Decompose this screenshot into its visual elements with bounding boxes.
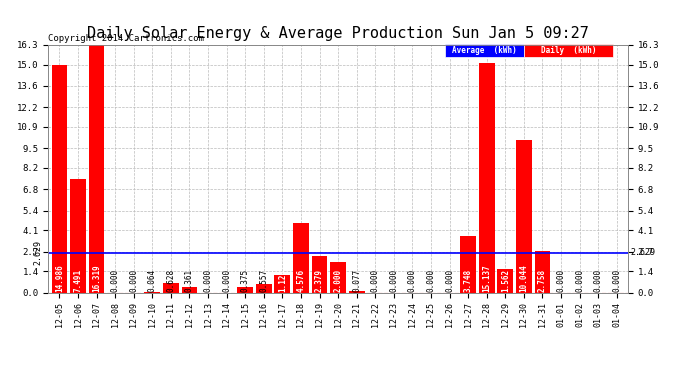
Text: 0.000: 0.000 bbox=[204, 269, 213, 292]
Text: 4.576: 4.576 bbox=[297, 268, 306, 292]
Text: 0.000: 0.000 bbox=[445, 269, 454, 292]
Bar bbox=[331, 262, 346, 292]
Bar bbox=[497, 269, 513, 292]
Bar bbox=[256, 284, 272, 292]
Bar bbox=[312, 256, 328, 292]
Text: 0.000: 0.000 bbox=[110, 269, 119, 292]
Bar bbox=[52, 65, 68, 292]
Text: 2.629: 2.629 bbox=[631, 248, 655, 257]
Bar bbox=[535, 251, 551, 292]
FancyBboxPatch shape bbox=[445, 44, 524, 57]
Text: Daily  (kWh): Daily (kWh) bbox=[541, 46, 596, 55]
Text: 0.361: 0.361 bbox=[185, 269, 194, 292]
Text: 1.128: 1.128 bbox=[278, 268, 287, 292]
Title: Daily Solar Energy & Average Production Sun Jan 5 09:27: Daily Solar Energy & Average Production … bbox=[87, 26, 589, 41]
Bar bbox=[275, 275, 290, 292]
Text: 0.000: 0.000 bbox=[371, 269, 380, 292]
Text: 0.557: 0.557 bbox=[259, 269, 268, 292]
Text: 0.000: 0.000 bbox=[389, 269, 398, 292]
FancyBboxPatch shape bbox=[524, 44, 613, 57]
Text: 0.000: 0.000 bbox=[408, 269, 417, 292]
Text: 3.748: 3.748 bbox=[464, 268, 473, 292]
Text: 0.064: 0.064 bbox=[148, 269, 157, 292]
Bar bbox=[293, 223, 309, 292]
Text: 0.628: 0.628 bbox=[166, 269, 175, 292]
Bar bbox=[70, 179, 86, 292]
Text: 0.000: 0.000 bbox=[129, 269, 138, 292]
Text: 16.319: 16.319 bbox=[92, 264, 101, 292]
Text: 0.000: 0.000 bbox=[222, 269, 231, 292]
Text: 14.986: 14.986 bbox=[55, 264, 64, 292]
Text: Average  (kWh): Average (kWh) bbox=[452, 46, 517, 55]
Text: 1.562: 1.562 bbox=[501, 268, 510, 292]
Text: 2.000: 2.000 bbox=[333, 268, 343, 292]
Bar bbox=[460, 236, 476, 292]
Bar bbox=[237, 287, 253, 292]
Bar bbox=[144, 291, 160, 292]
Text: 2.758: 2.758 bbox=[538, 268, 547, 292]
Text: 0.375: 0.375 bbox=[241, 269, 250, 292]
Bar bbox=[479, 63, 495, 292]
Bar bbox=[181, 287, 197, 292]
Bar bbox=[516, 140, 532, 292]
Bar bbox=[89, 45, 104, 292]
Text: 0.000: 0.000 bbox=[612, 269, 621, 292]
Bar bbox=[163, 283, 179, 292]
Text: 15.137: 15.137 bbox=[482, 264, 491, 292]
Text: 0.000: 0.000 bbox=[557, 269, 566, 292]
Text: 0.000: 0.000 bbox=[426, 269, 435, 292]
Text: 0.000: 0.000 bbox=[593, 269, 602, 292]
Text: 2.379: 2.379 bbox=[315, 268, 324, 292]
Text: 2.629: 2.629 bbox=[34, 240, 43, 265]
Text: Copyright 2014 Cartronics.com: Copyright 2014 Cartronics.com bbox=[48, 33, 204, 42]
Text: 0.000: 0.000 bbox=[575, 269, 584, 292]
Text: 0.077: 0.077 bbox=[352, 269, 361, 292]
Text: 7.491: 7.491 bbox=[74, 268, 83, 292]
Text: 10.044: 10.044 bbox=[520, 264, 529, 292]
Bar bbox=[348, 291, 364, 292]
